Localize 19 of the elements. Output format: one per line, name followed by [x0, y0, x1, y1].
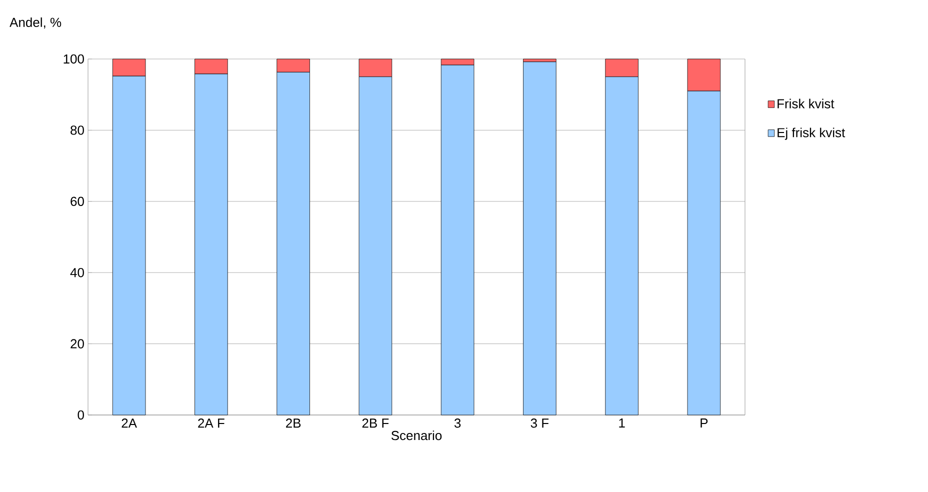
y-tick-label: 80: [70, 126, 84, 135]
legend-label: Frisk kvist: [778, 98, 834, 108]
x-tick-label: 3: [454, 418, 461, 428]
y-tick-label: 60: [70, 196, 84, 206]
bar: [523, 62, 556, 416]
y-tick-label: 0: [78, 410, 84, 420]
x-tick-label: 3 F: [530, 418, 549, 428]
x-tick-label: 2B F: [362, 418, 389, 428]
x-tick-label: 2A: [122, 418, 137, 428]
x-tick-label: 2A F: [198, 418, 224, 428]
y-tick-label: 100: [64, 54, 84, 64]
x-tick-label: 1: [619, 418, 625, 428]
x-axis-title: Scenario: [391, 430, 442, 440]
y-tick-label: 20: [70, 339, 84, 348]
y-tick-label: 40: [70, 268, 84, 278]
x-tick-label: P: [700, 418, 708, 428]
legend-label: Ej frisk kvist: [778, 128, 846, 140]
y-axis-title: Andel, %: [10, 17, 62, 29]
x-tick-label: 2B: [286, 418, 301, 428]
